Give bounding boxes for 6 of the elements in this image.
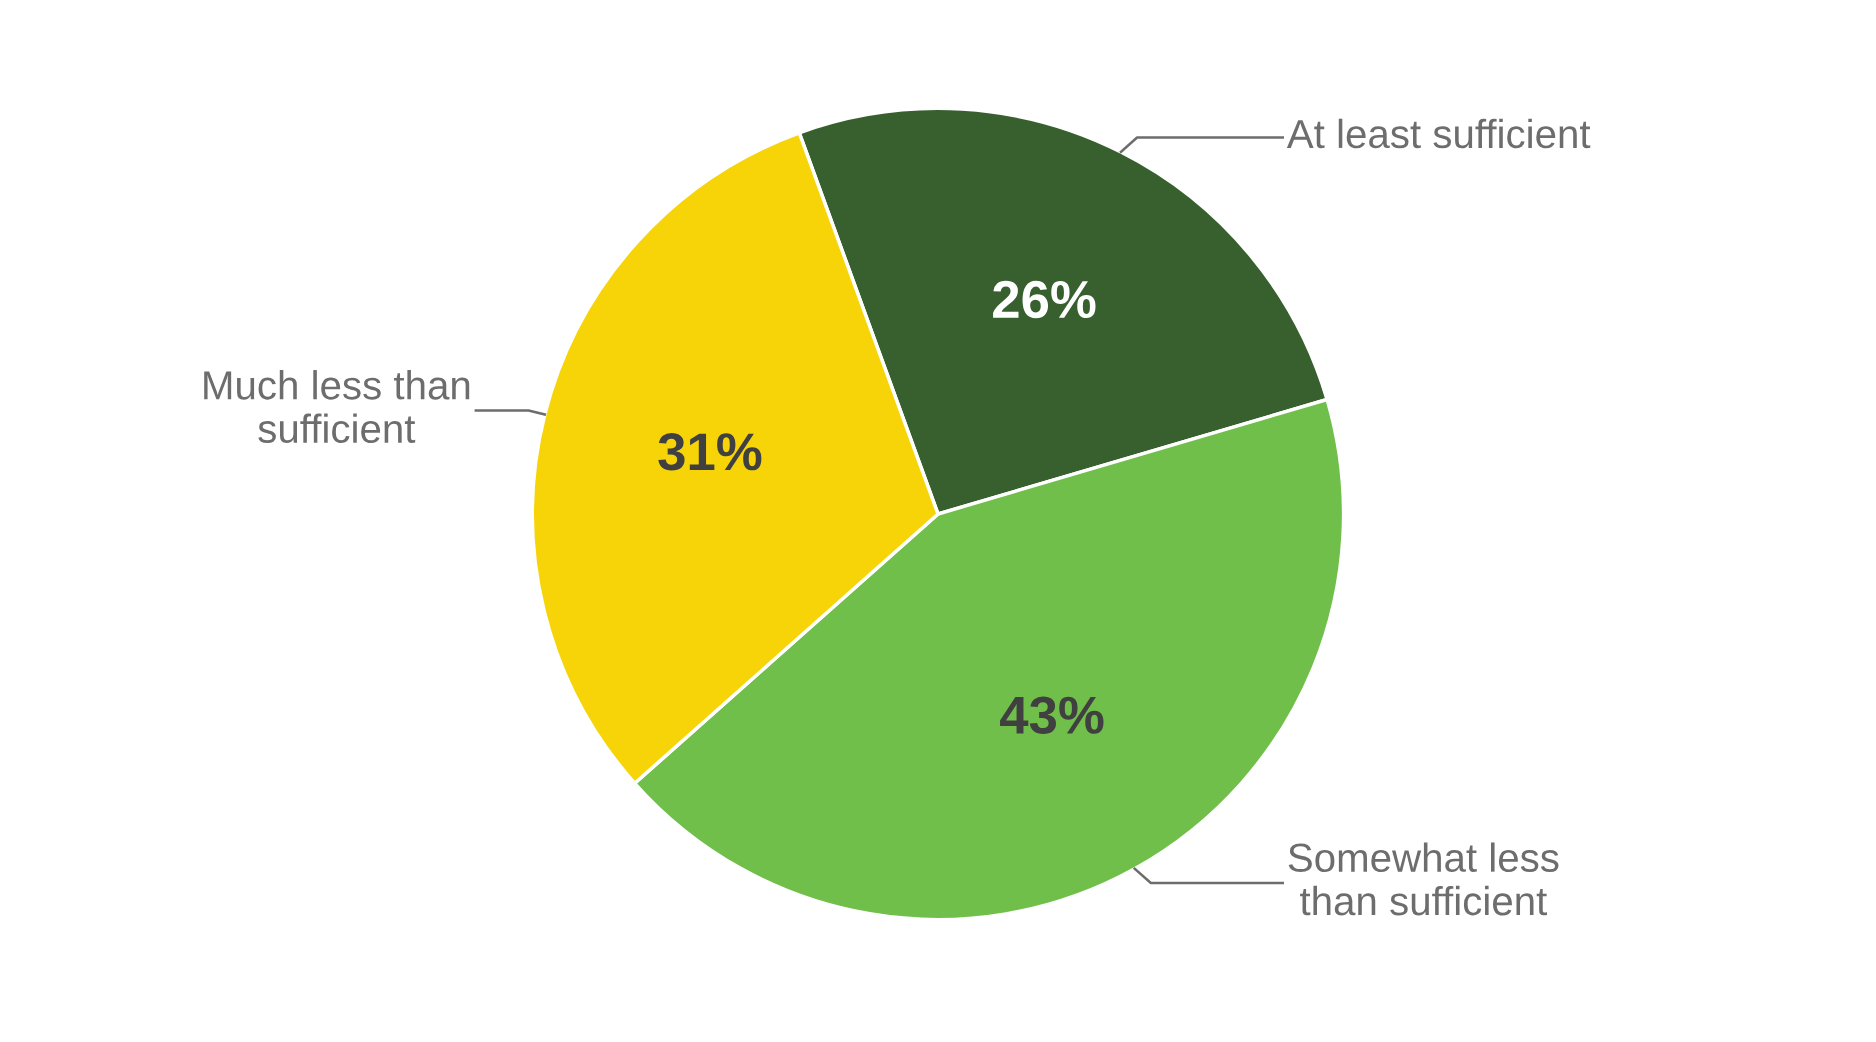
slice-label: Much less than sufficient [204,370,470,444]
data-label: 26% [993,280,1096,319]
data-label: 43% [1000,696,1104,734]
data-label: 31% [658,433,762,471]
slice-label: Somewhat less than sufficient [1288,842,1559,916]
slice-label: At least sufficient [1286,118,1591,149]
